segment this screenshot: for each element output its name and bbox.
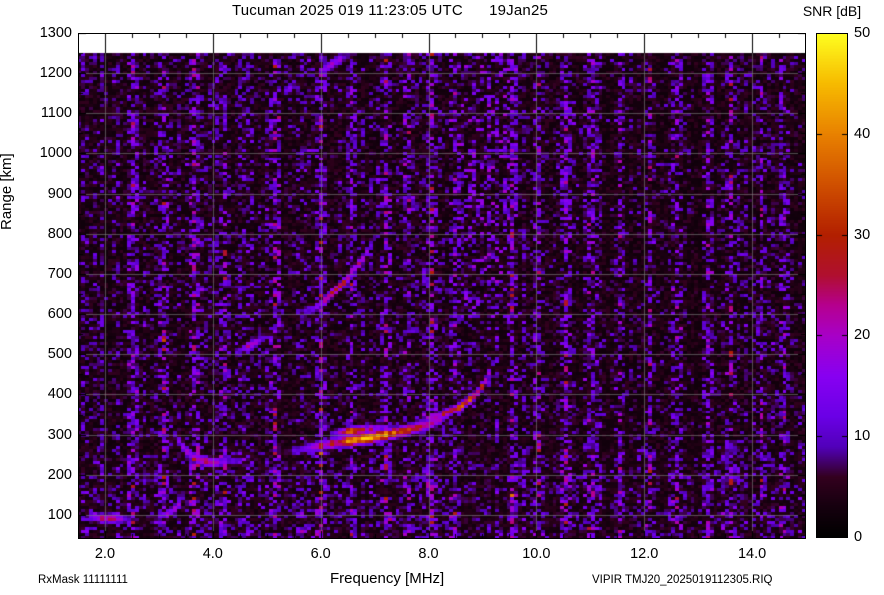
y-tick-1300: 1300 (39, 25, 72, 41)
colorbar-tick-40: 40 (854, 125, 871, 142)
colorbar-title: SNR [dB] (802, 3, 862, 19)
x-tick-14.0: 14.0 (737, 546, 767, 562)
colorbar-tick-10: 10 (854, 428, 871, 445)
colorbar-gradient (816, 33, 848, 538)
y-tick-600: 600 (47, 306, 72, 323)
rxmask-label: RxMask 11111111 (38, 574, 128, 586)
x-tick-4.0: 4.0 (202, 546, 223, 562)
y-tick-900: 900 (47, 185, 72, 202)
source-file-label: VIPIR TMJ20_2025019112305.RIQ (592, 574, 773, 586)
y-tick-1100: 1100 (40, 105, 72, 122)
x-tick-6.0: 6.0 (310, 546, 331, 562)
y-tick-800: 800 (47, 225, 72, 242)
y-tick-700: 700 (47, 265, 72, 282)
x-tick-10.0: 10.0 (522, 546, 551, 562)
colorbar (816, 33, 848, 538)
y-tick-300: 300 (47, 426, 72, 443)
y-axis-title: Range [km] (0, 153, 15, 230)
x-tick-8.0: 8.0 (418, 546, 439, 562)
y-tick-100: 100 (47, 506, 72, 523)
x-axis-title: Frequency [MHz] (330, 570, 445, 587)
colorbar-tick-0: 0 (854, 529, 863, 545)
ionogram-canvas[interactable] (78, 33, 806, 539)
colorbar-tick-50: 50 (854, 25, 871, 41)
x-tick-2.0: 2.0 (94, 546, 116, 562)
y-tick-400: 400 (47, 386, 72, 403)
y-tick-1200: 1200 (39, 65, 72, 82)
page-title: Tucuman 2025 019 11:23:05 UTC 19Jan25 (231, 2, 549, 19)
colorbar-tick-30: 30 (854, 226, 871, 243)
y-tick-1000: 1000 (39, 145, 72, 162)
colorbar-frame (816, 33, 848, 538)
colorbar-tick-20: 20 (854, 327, 871, 344)
x-tick-12.0: 12.0 (630, 546, 659, 562)
ionogram-plot[interactable] (78, 33, 806, 539)
y-tick-200: 200 (47, 466, 72, 483)
y-tick-500: 500 (47, 346, 72, 363)
